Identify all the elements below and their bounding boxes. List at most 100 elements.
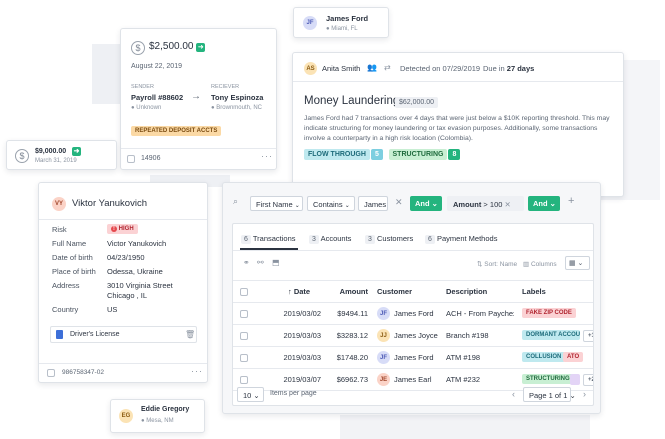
table-header-row: ↑ Date Amount Customer Description Label… xyxy=(233,280,593,302)
sender-name: Payroll #88602 xyxy=(131,93,184,102)
row-checkbox[interactable] xyxy=(240,354,248,362)
row-date: 2019/03/03 xyxy=(283,331,321,340)
export-icon[interactable]: ⬒ xyxy=(272,258,280,267)
column-header-date[interactable]: ↑ Date xyxy=(288,287,311,296)
more-labels-badge[interactable]: +2 xyxy=(583,374,593,386)
risk-badge: ! HIGH xyxy=(107,224,138,234)
document-row[interactable]: Driver's License 🗑 xyxy=(50,326,197,343)
avatar: EG xyxy=(119,409,133,423)
close-icon[interactable]: ✕ xyxy=(395,197,403,207)
row-customer: James Earl xyxy=(394,375,432,384)
row-checkbox[interactable] xyxy=(240,310,248,318)
filter-value-input[interactable]: James xyxy=(358,196,388,211)
row-checkbox[interactable] xyxy=(240,376,248,384)
select-checkbox[interactable] xyxy=(127,155,135,163)
table-row[interactable]: 2019/03/03 $1748.20 JF James Ford ATM #1… xyxy=(233,346,593,368)
payment-id: 14906 xyxy=(141,155,161,162)
view-toggle[interactable]: ▦ ⌄ xyxy=(565,256,590,270)
column-header-labels[interactable]: Labels xyxy=(522,287,546,296)
due-label: Due in xyxy=(483,64,505,73)
row-date: 2019/03/07 xyxy=(283,375,321,384)
payment-amount: $2,500.00 xyxy=(149,41,194,52)
field-value: Odessa, Ukraine xyxy=(107,267,163,276)
label-tag: COLLUSION xyxy=(522,352,566,362)
contact-name: Eddie Gregory xyxy=(141,406,190,413)
chevron-left-icon[interactable]: ‹ xyxy=(512,389,515,399)
chevron-down-icon: ⌄ xyxy=(294,203,300,209)
row-checkbox[interactable] xyxy=(240,332,248,340)
contact-card-eddie-gregory[interactable]: EG Eddie Gregory ● Mesa, NM xyxy=(110,399,205,433)
columns-button[interactable]: ▥ Columns xyxy=(523,261,557,268)
person-id: 986758347-02 xyxy=(62,369,104,376)
tag-flow-through: FLOW THROUGH xyxy=(304,149,370,160)
sort-icon: ⇅ xyxy=(477,261,483,268)
tag-count: 8 xyxy=(448,149,461,160)
location-pin-icon: ● xyxy=(211,105,215,111)
and-operator-button[interactable]: And ⌄ xyxy=(528,196,560,211)
table-row[interactable]: 2019/03/07 $6962.73 JE James Earl ATM #2… xyxy=(233,368,593,390)
person-card[interactable]: VY Viktor Yanukovich Risk ! HIGH Full Na… xyxy=(38,182,208,383)
row-customer: James Ford xyxy=(394,309,434,318)
close-icon[interactable]: ✕ xyxy=(504,200,511,209)
more-icon[interactable]: ··· xyxy=(261,151,273,161)
items-per-page-select[interactable]: 10 ⌄ xyxy=(237,387,264,402)
field-value: Victor Yanukovich xyxy=(107,239,167,248)
payment-date: March 31, 2019 xyxy=(35,158,77,164)
more-labels-badge[interactable]: +1 xyxy=(583,330,593,342)
field-value: 3010 Virginia Street xyxy=(107,281,173,290)
filter-amount-chip[interactable]: Amount > 100 ✕ xyxy=(447,196,524,211)
payment-amount: $9,000.00 xyxy=(35,148,67,155)
tab-accounts[interactable]: 3 Accounts xyxy=(309,234,351,244)
trash-icon[interactable]: 🗑 xyxy=(185,330,196,339)
small-payment-card[interactable]: $ $9,000.00 ➜ March 31, 2019 xyxy=(6,140,117,170)
unlink-icon[interactable]: ⚯ xyxy=(257,258,264,267)
transactions-panel: ⌕ First Name ⌄ Contains ⌄ James ✕ And ⌄ … xyxy=(222,182,601,414)
link-icon[interactable]: ⚭ xyxy=(243,258,250,267)
alert-title: Money Laundering xyxy=(304,95,400,107)
search-icon: ⌕ xyxy=(233,196,239,206)
warning-icon: ! xyxy=(111,226,117,232)
sender-label: SENDER xyxy=(131,84,154,90)
tab-transactions[interactable]: 6 Transactions xyxy=(241,234,296,244)
avatar: VY xyxy=(52,197,66,211)
avatar: JF xyxy=(377,351,390,364)
more-icon[interactable]: ··· xyxy=(191,366,203,376)
row-amount: $1748.20 xyxy=(336,353,368,362)
column-header-customer[interactable]: Customer xyxy=(377,287,413,296)
row-description: ACH - From Paychex xyxy=(446,309,514,318)
arrow-right-icon: ➜ xyxy=(196,43,206,52)
contact-card-james-ford[interactable]: JF James Ford ● Miami, FL xyxy=(293,7,389,38)
row-amount: $3283.12 xyxy=(336,331,368,340)
chevron-right-icon[interactable]: › xyxy=(583,389,586,399)
page-select[interactable]: Page 1 of 1 ⌄ xyxy=(523,387,576,402)
field-value: Chicago , IL xyxy=(107,291,148,300)
column-header-description[interactable]: Description xyxy=(446,287,488,296)
document-icon xyxy=(56,330,63,339)
filter-field-select[interactable]: First Name ⌄ xyxy=(250,196,303,211)
due-value: 27 days xyxy=(506,64,535,73)
field-label: Country xyxy=(52,305,79,314)
field-label: Risk xyxy=(52,225,67,234)
payment-card[interactable]: $ $2,500.00 ➜ August 22, 2019 SENDER Pay… xyxy=(120,28,277,170)
field-label: Date of birth xyxy=(52,253,93,262)
location-pin-icon: ● xyxy=(131,105,135,111)
tab-customers[interactable]: 3 Customers xyxy=(365,234,413,244)
and-operator-button[interactable]: And ⌄ xyxy=(410,196,442,211)
receiver-name: Tony Espinoza xyxy=(211,93,264,102)
sort-button[interactable]: ⇅ Sort: Name xyxy=(477,261,518,268)
filter-operator-select[interactable]: Contains ⌄ xyxy=(307,196,355,211)
tab-payment-methods[interactable]: 6 Payment Methods xyxy=(425,234,497,244)
select-all-checkbox[interactable] xyxy=(240,288,248,296)
table-row[interactable]: 2019/03/02 $9494.11 JF James Ford ACH - … xyxy=(233,302,593,324)
detected-date: 07/29/2019 xyxy=(442,64,481,73)
alert-card[interactable]: AS Anita Smith 👥 ⇄ Detected on 07/29/201… xyxy=(292,52,624,197)
avatar: JF xyxy=(303,16,317,30)
label-tag: STRUCTURING xyxy=(522,374,574,384)
row-date: 2019/03/03 xyxy=(283,353,321,362)
table-row[interactable]: 2019/03/03 $3283.12 JJ James Joyce Branc… xyxy=(233,324,593,346)
avatar: JE xyxy=(377,373,390,386)
row-description: ATM #198 xyxy=(446,353,481,362)
add-filter-button[interactable]: + xyxy=(568,195,575,207)
column-header-amount[interactable]: Amount xyxy=(339,287,368,296)
select-checkbox[interactable] xyxy=(47,369,55,377)
